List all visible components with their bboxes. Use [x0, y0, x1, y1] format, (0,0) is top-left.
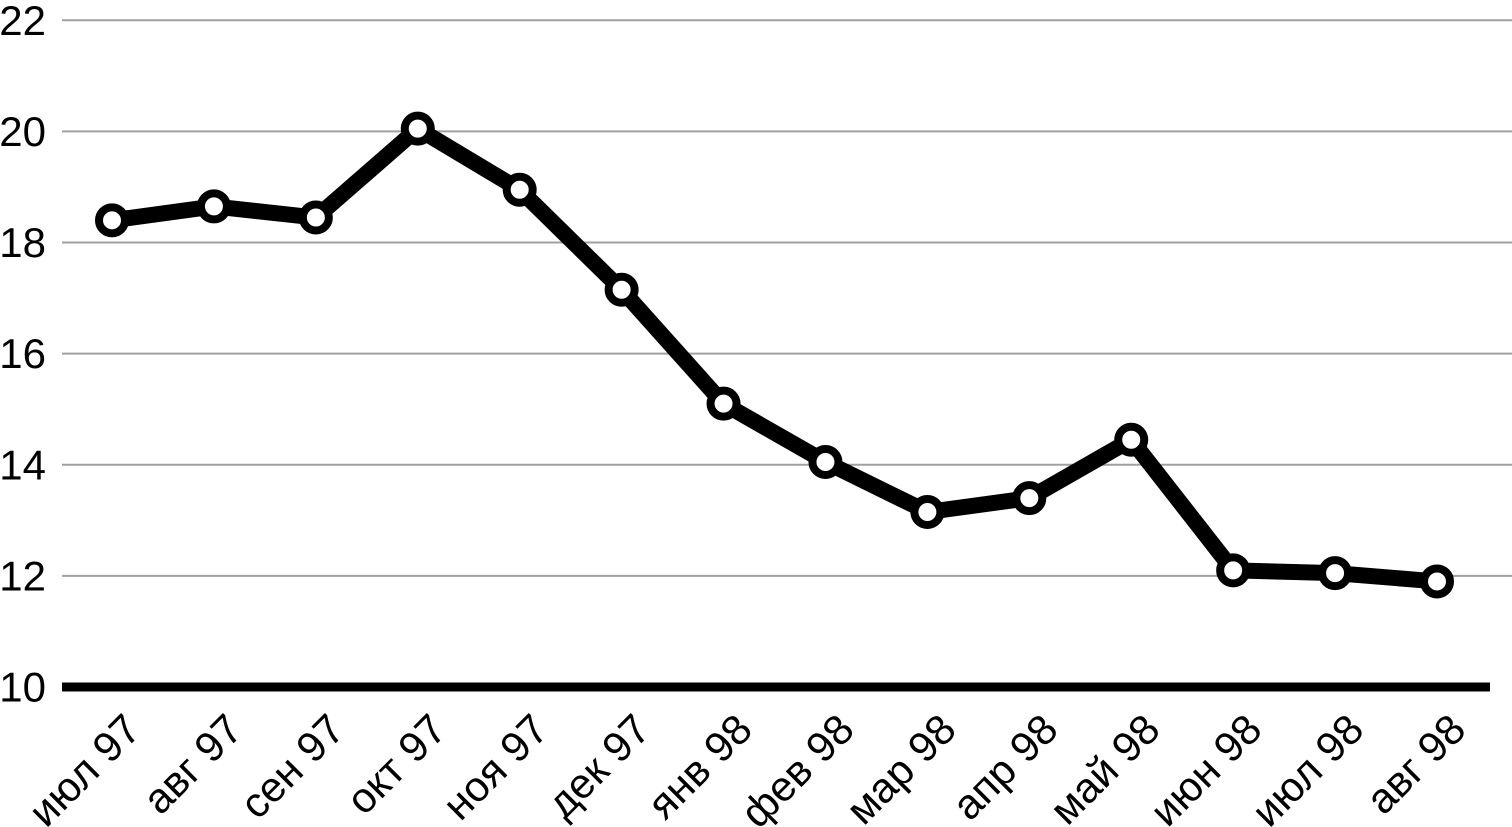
y-tick-label-12: 12 [0, 552, 46, 599]
x-tick-label-13: авг 98 [1357, 705, 1475, 823]
series-line [110, 118, 1438, 590]
y-tick-label-10: 10 [0, 664, 46, 711]
data-point-8 [910, 494, 945, 529]
x-tick-label-4: ноя 97 [434, 705, 558, 827]
y-tick-label-16: 16 [0, 330, 46, 377]
x-tick-label-7: фев 98 [732, 705, 863, 827]
y-tick-label-18: 18 [0, 219, 46, 266]
data-point-11 [1216, 553, 1251, 588]
data-point-7 [808, 444, 843, 479]
data-point-4 [502, 172, 537, 207]
x-tick-label-8: мар 98 [837, 705, 965, 827]
data-point-5 [604, 272, 639, 307]
x-tick-label-12: июл 98 [1242, 705, 1372, 827]
x-tick-label-2: сен 97 [231, 705, 353, 827]
data-point-12 [1318, 556, 1353, 591]
data-point-10 [1114, 422, 1149, 457]
data-point-13 [1419, 564, 1454, 599]
data-point-3 [400, 111, 435, 146]
x-tick-label-1: авг 97 [134, 705, 252, 823]
x-tick-label-3: окт 97 [337, 705, 455, 823]
x-tick-label-5: дек 97 [538, 705, 659, 826]
data-point-2 [298, 200, 333, 235]
y-tick-label-22: 22 [0, 0, 46, 44]
data-point-0 [95, 203, 129, 238]
data-point-9 [1012, 481, 1047, 516]
y-tick-label-14: 14 [0, 441, 46, 488]
y-tick-label-20: 20 [0, 108, 46, 155]
data-point-6 [706, 386, 741, 421]
data-point-1 [196, 189, 231, 224]
x-tick-label-0: июл 97 [19, 705, 149, 827]
